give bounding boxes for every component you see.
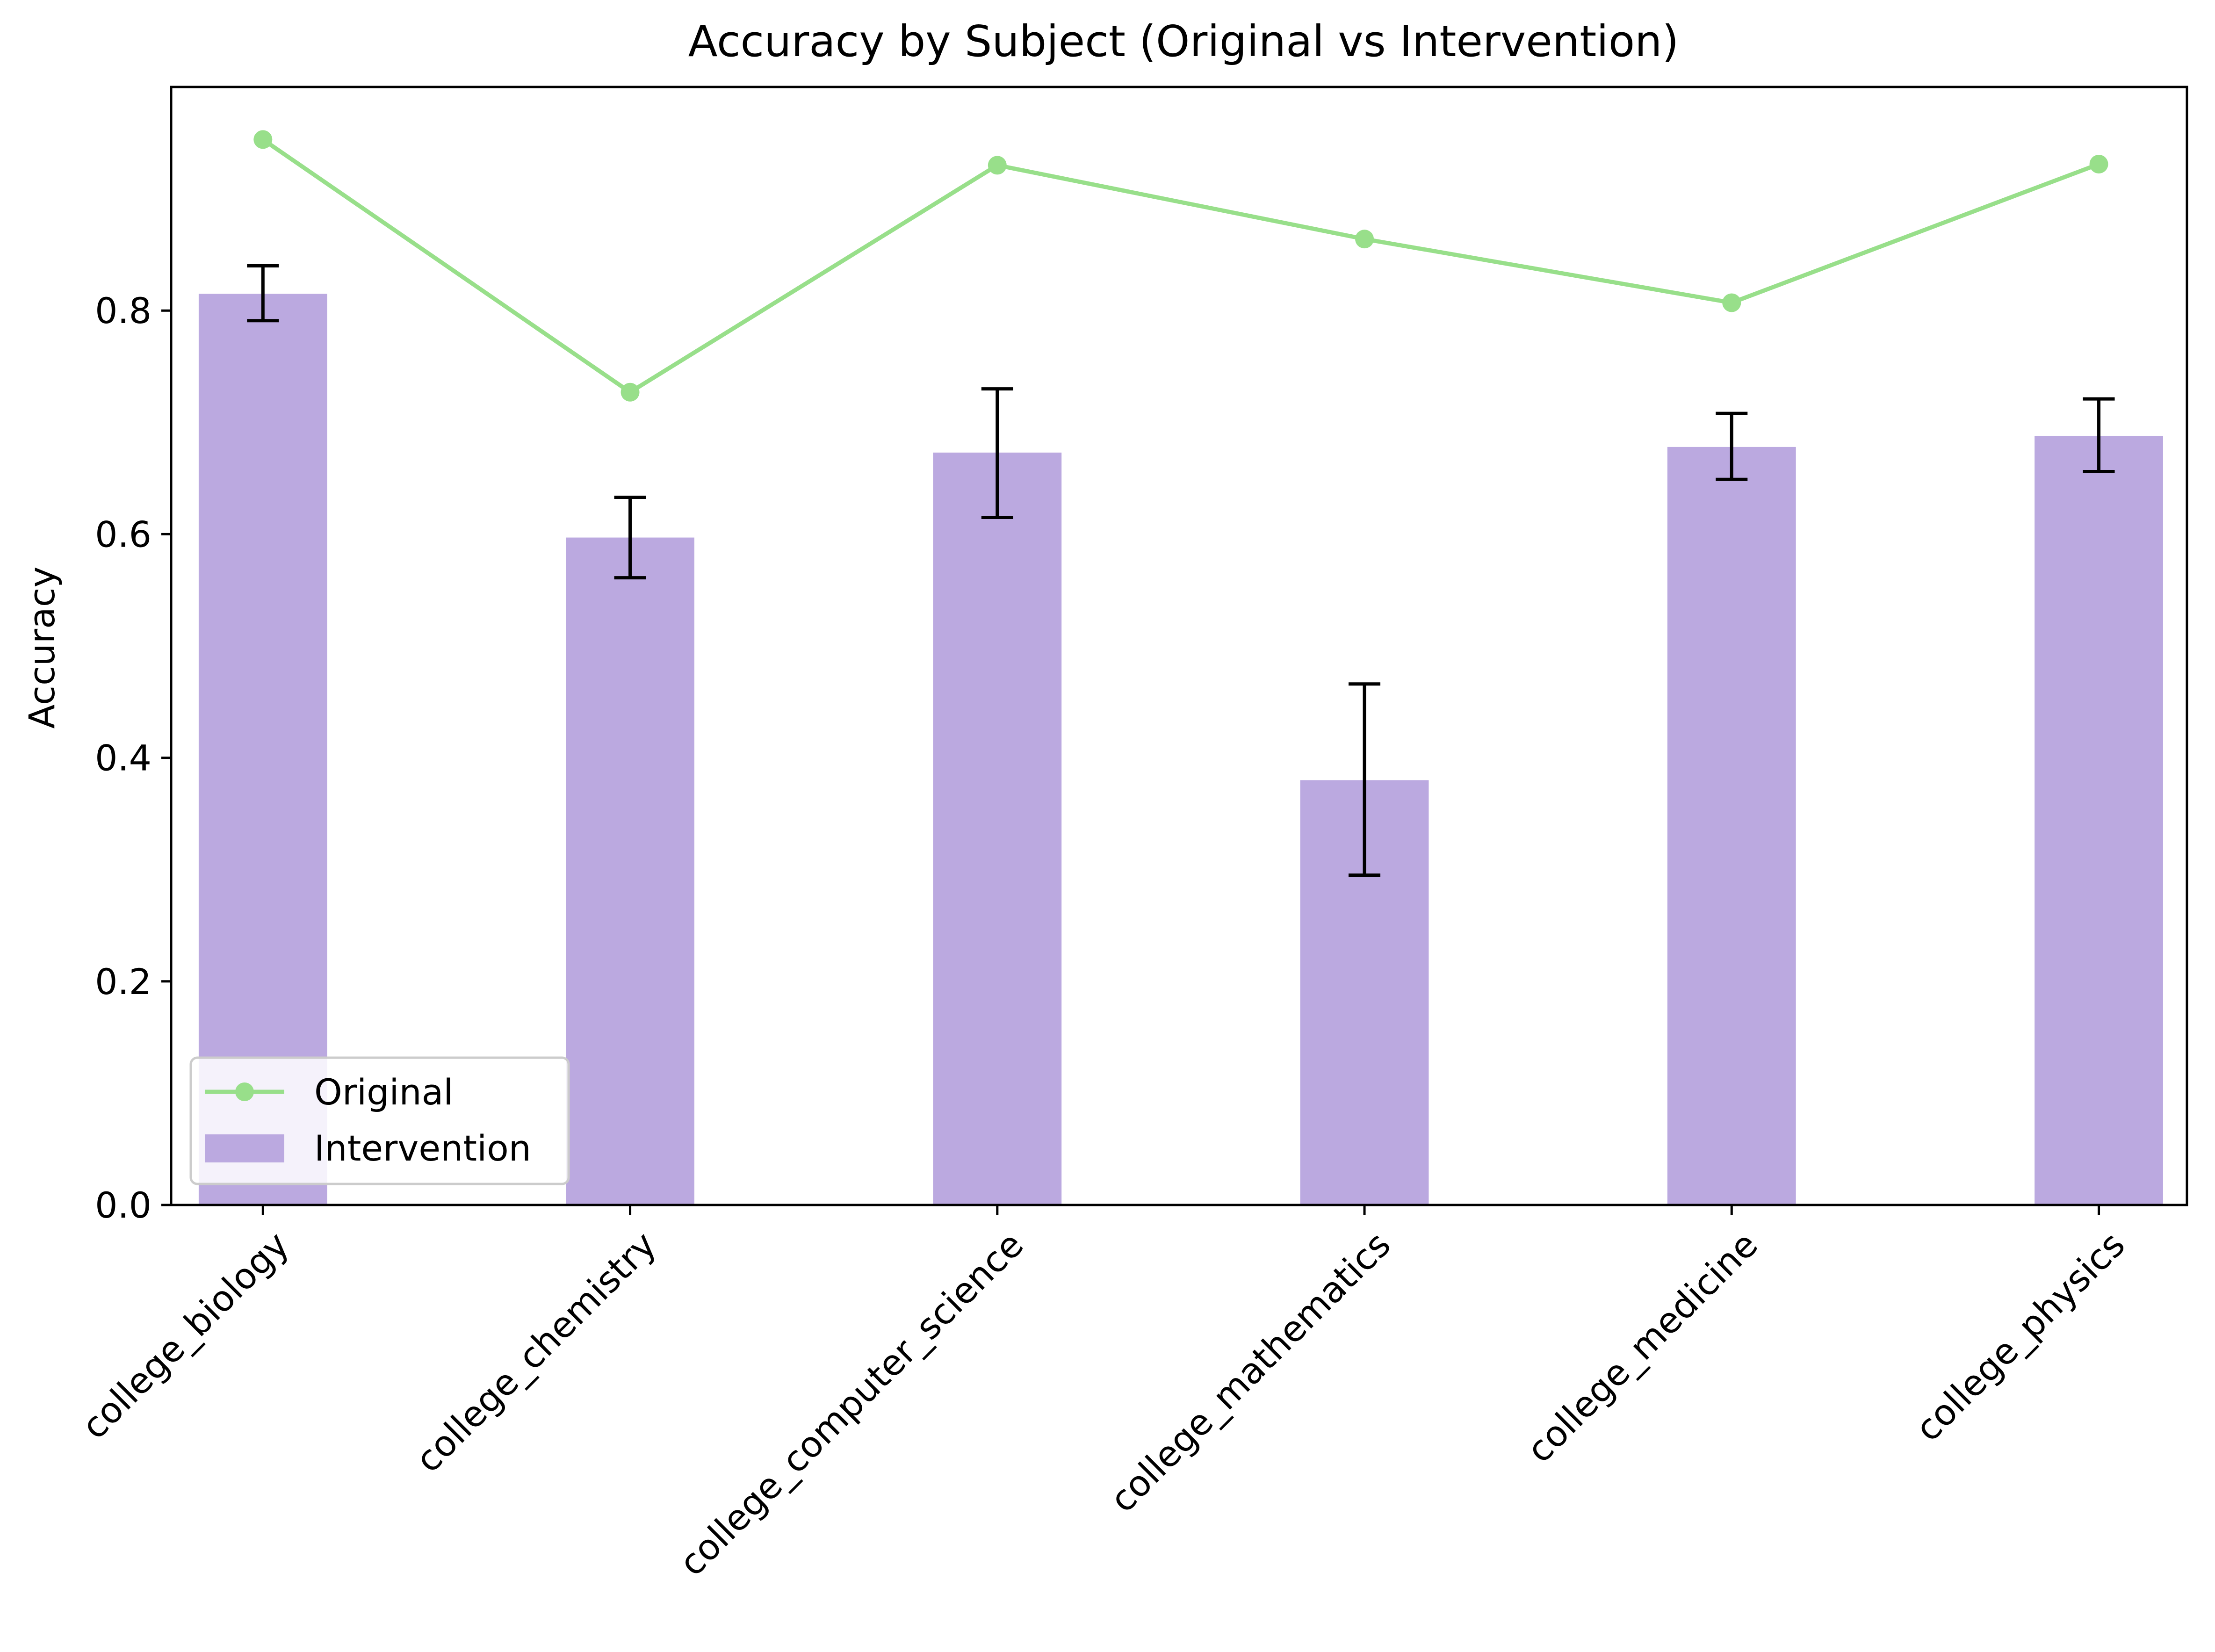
y-tick-label: 0.6	[95, 513, 152, 555]
bar-college_chemistry	[566, 537, 694, 1205]
y-tick-label: 0.2	[95, 961, 152, 1003]
bar-college_medicine	[1667, 447, 1796, 1205]
bar-college_computer_science	[933, 452, 1062, 1205]
original-point-college_computer_science	[988, 156, 1007, 175]
plot-frame	[170, 86, 2188, 1206]
original-point-college_chemistry	[620, 382, 640, 402]
y-tick-label: 0.0	[95, 1184, 152, 1226]
legend: Original Intervention	[189, 1056, 570, 1185]
original-point-college_physics	[2089, 154, 2108, 173]
y-tick-label: 0.4	[95, 737, 152, 779]
legend-intervention-label: Intervention	[314, 1127, 531, 1169]
original-point-college_mathematics	[1355, 230, 1374, 249]
original-point-college_biology	[253, 130, 273, 149]
legend-box	[189, 1056, 570, 1185]
bar-college_biology	[198, 294, 327, 1205]
y-tick-label: 0.8	[95, 290, 152, 332]
original-point-college_medicine	[1722, 293, 1741, 312]
legend-intervention-swatch	[205, 1134, 284, 1162]
original-series-line	[261, 137, 2100, 395]
legend-original-label: Original	[314, 1071, 453, 1113]
legend-original-marker-swatch	[235, 1082, 254, 1101]
chart-title: Accuracy by Subject (Original vs Interve…	[688, 16, 1679, 66]
bar-college_physics	[2035, 435, 2163, 1205]
y-axis-label: Accuracy	[21, 567, 63, 729]
